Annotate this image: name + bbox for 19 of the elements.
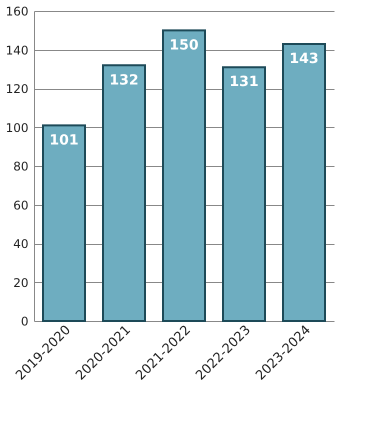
y-tick-label: 60 <box>13 198 28 212</box>
bar <box>162 29 206 322</box>
data-label: 131 <box>229 74 259 90</box>
bar <box>282 42 326 322</box>
bar <box>42 124 86 322</box>
y-tick-label: 40 <box>13 237 28 251</box>
y-tick-label: 0 <box>20 314 28 328</box>
bar <box>222 66 266 322</box>
data-label: 150 <box>169 37 199 54</box>
y-tick-label: 80 <box>13 160 28 174</box>
bar <box>102 64 146 322</box>
data-label: 101 <box>49 132 79 148</box>
data-label: 143 <box>289 50 319 67</box>
y-tick-label: 20 <box>13 276 28 290</box>
y-tick-label: 120 <box>6 82 28 96</box>
data-label: 132 <box>109 72 139 88</box>
y-tick-label: 100 <box>6 120 28 135</box>
y-tick-label: 140 <box>6 43 28 58</box>
y-tick-label: 160 <box>6 4 28 18</box>
